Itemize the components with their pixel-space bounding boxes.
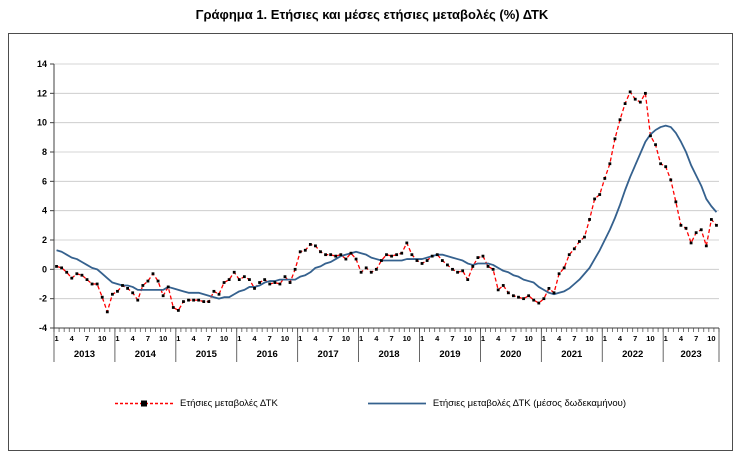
series-annual-line	[56, 91, 717, 313]
legend-label-average: Ετήσιες μεταβολές ΔΤΚ (μέσος δωδεκαμήνου…	[432, 398, 626, 409]
svg-text:7: 7	[511, 334, 515, 343]
legend-item-average: Ετήσιες μεταβολές ΔΤΚ (μέσος δωδεκαμήνου…	[367, 398, 626, 409]
svg-text:7: 7	[694, 334, 698, 343]
svg-text:7: 7	[389, 334, 393, 343]
chart-container: -4 -2 0 2 4 6 8 10 12 14 1 4 7 10 1 4 7 10 1 4 7 10 1 4 7 10 1 4 7 10…	[8, 33, 733, 451]
svg-text:7: 7	[572, 334, 576, 343]
svg-text:10: 10	[524, 334, 532, 343]
svg-text:10: 10	[342, 334, 350, 343]
svg-text:10: 10	[585, 334, 593, 343]
svg-text:0: 0	[42, 264, 47, 274]
svg-text:1: 1	[298, 334, 302, 343]
svg-text:2019: 2019	[439, 349, 460, 360]
svg-text:4: 4	[42, 206, 47, 216]
svg-text:1: 1	[481, 334, 485, 343]
svg-text:6: 6	[42, 176, 47, 186]
svg-text:1: 1	[603, 334, 607, 343]
svg-text:10: 10	[707, 334, 715, 343]
y-axis: -4 -2 0 2 4 6 8 10 12 14	[37, 59, 55, 333]
svg-text:2013: 2013	[74, 349, 95, 360]
svg-text:1: 1	[420, 334, 424, 343]
svg-text:1: 1	[237, 334, 241, 343]
svg-text:-4: -4	[39, 323, 47, 333]
svg-text:7: 7	[85, 334, 89, 343]
svg-text:10: 10	[98, 334, 106, 343]
svg-text:1: 1	[176, 334, 180, 343]
svg-text:4: 4	[70, 334, 75, 343]
svg-text:4: 4	[435, 334, 440, 343]
svg-text:8: 8	[42, 147, 47, 157]
svg-text:1: 1	[542, 334, 546, 343]
svg-text:1: 1	[115, 334, 119, 343]
svg-text:7: 7	[633, 334, 637, 343]
svg-text:14: 14	[37, 59, 47, 69]
svg-text:7: 7	[268, 334, 272, 343]
svg-text:7: 7	[207, 334, 211, 343]
svg-text:4: 4	[618, 334, 623, 343]
series-average-line	[56, 124, 718, 300]
legend-sample-annual-dashed-red	[115, 400, 173, 407]
svg-text:4: 4	[252, 334, 257, 343]
svg-text:10: 10	[220, 334, 228, 343]
svg-text:2022: 2022	[622, 349, 643, 360]
svg-text:10: 10	[646, 334, 654, 343]
svg-text:-2: -2	[39, 294, 47, 304]
svg-text:4: 4	[313, 334, 318, 343]
svg-text:12: 12	[37, 88, 47, 98]
svg-text:10: 10	[37, 118, 47, 128]
svg-text:1: 1	[54, 334, 58, 343]
month-labels: 1 4 7 10 1 4 7 10 1 4 7 10 1 4 7 10 1 4 7 10 1 4 7 10 1 4 7 10 1 4 7 10…	[54, 334, 715, 343]
svg-text:4: 4	[679, 334, 684, 343]
svg-text:2017: 2017	[318, 349, 339, 360]
svg-text:2015: 2015	[196, 349, 218, 360]
svg-text:2023: 2023	[681, 349, 702, 360]
svg-text:7: 7	[329, 334, 333, 343]
svg-text:1: 1	[664, 334, 668, 343]
legend-label-annual: Ετήσιες μεταβολές ΔΤΚ	[180, 398, 278, 409]
svg-text:2021: 2021	[561, 349, 583, 360]
svg-text:10: 10	[464, 334, 472, 343]
svg-text:4: 4	[192, 334, 197, 343]
svg-text:4: 4	[496, 334, 501, 343]
legend-item-annual: Ετήσιες μεταβολές ΔΤΚ	[115, 398, 278, 409]
series-annual-markers	[55, 90, 718, 314]
svg-text:2: 2	[42, 235, 47, 245]
legend-sample-average-blue	[367, 402, 426, 405]
svg-text:10: 10	[403, 334, 411, 343]
svg-text:10: 10	[159, 334, 167, 343]
svg-text:4: 4	[374, 334, 379, 343]
svg-text:7: 7	[146, 334, 150, 343]
svg-text:4: 4	[557, 334, 562, 343]
svg-text:7: 7	[450, 334, 454, 343]
svg-text:1: 1	[359, 334, 363, 343]
svg-text:2018: 2018	[378, 349, 399, 360]
svg-text:2016: 2016	[257, 349, 278, 360]
svg-text:2014: 2014	[135, 349, 157, 360]
year-labels: 2013 2014 2015 2016 2017 2018 2019 2020 2021 2022…	[74, 349, 702, 360]
chart-legend: Ετήσιες μεταβολές ΔΤΚ Ετήσιες μεταβολές …	[9, 398, 732, 409]
y-gridlines	[54, 63, 719, 300]
svg-text:4: 4	[131, 334, 136, 343]
month-ticks	[53, 328, 720, 332]
svg-text:10: 10	[281, 334, 289, 343]
year-separators	[53, 328, 720, 362]
svg-text:2020: 2020	[500, 349, 521, 360]
chart-title: Γράφημα 1. Ετήσιες και μέσες ετήσιες μετ…	[195, 7, 549, 22]
